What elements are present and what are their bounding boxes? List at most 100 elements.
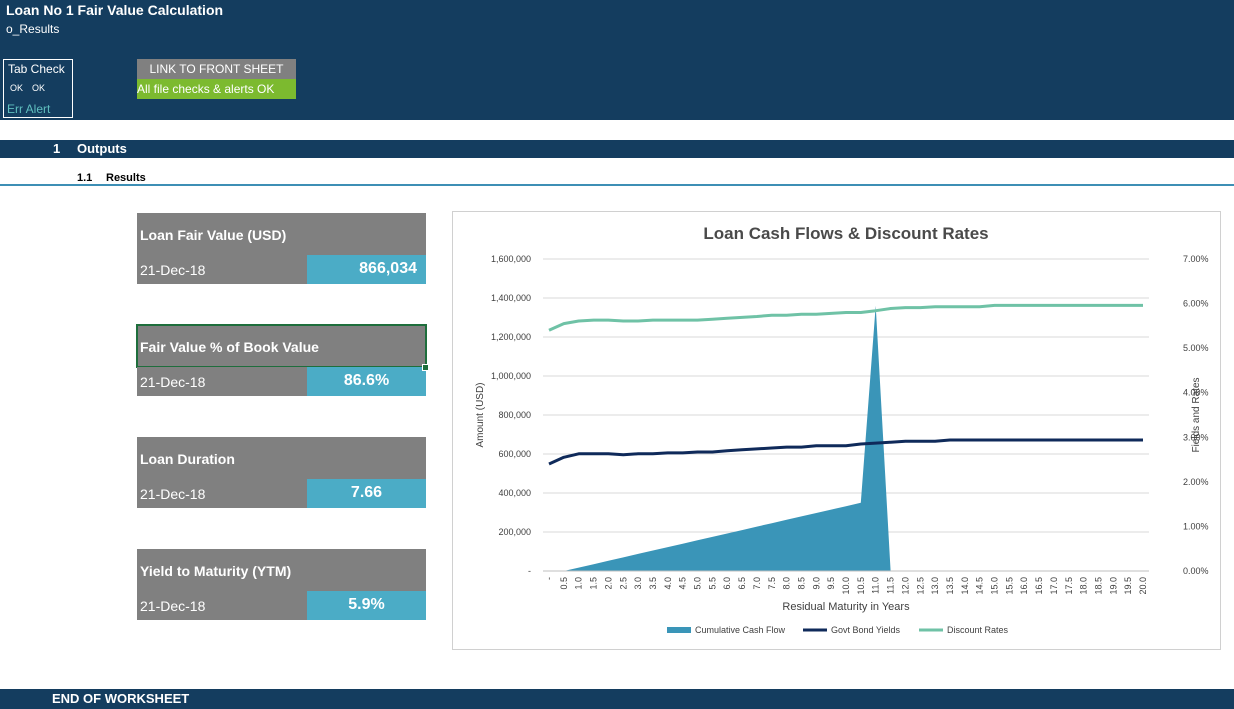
x-tick-label: 9.5 <box>826 577 836 590</box>
x-tick-label: 5.5 <box>707 577 717 590</box>
y-right-tick-label: 0.00% <box>1183 566 1209 576</box>
section-bar: 1 Outputs <box>0 140 1234 158</box>
card-title[interactable]: Loan Fair Value (USD) <box>137 213 426 255</box>
x-tick-label: 4.5 <box>678 577 688 590</box>
x-tick-label: 14.5 <box>975 577 985 595</box>
sheet-title: Loan No 1 Fair Value Calculation <box>6 2 224 18</box>
y-left-tick-label: 1,400,000 <box>491 293 531 303</box>
card-date[interactable]: 21-Dec-18 <box>137 367 307 396</box>
card-value[interactable]: 86.6% <box>307 367 426 396</box>
card-date[interactable]: 21-Dec-18 <box>137 591 307 620</box>
section-title: Outputs <box>77 141 127 156</box>
legend-label: Govt Bond Yields <box>831 625 901 635</box>
x-tick-label: 7.0 <box>752 577 762 590</box>
y-right-tick-label: 4.00% <box>1183 388 1209 398</box>
series-cumulative-cash-flow <box>549 305 891 571</box>
x-tick-label: 17.0 <box>1049 577 1059 595</box>
x-tick-label: 7.5 <box>767 577 777 590</box>
x-tick-label: 8.0 <box>782 577 792 590</box>
x-tick-label: 10.5 <box>856 577 866 595</box>
x-tick-label: 13.5 <box>945 577 955 595</box>
x-tick-label: 18.0 <box>1079 577 1089 595</box>
card-fair-value-pct: Fair Value % of Book Value 21-Dec-18 86.… <box>136 324 427 396</box>
y-right-tick-label: 2.00% <box>1183 477 1209 487</box>
y-right-axis-label: Fields and Rates <box>1191 377 1202 452</box>
x-tick-label: 13.0 <box>930 577 940 595</box>
x-tick-label: 4.0 <box>663 577 673 590</box>
x-tick-label: 20.0 <box>1138 577 1148 595</box>
section-number: 1 <box>53 141 61 156</box>
card-value[interactable]: 5.9% <box>307 591 426 620</box>
err-alert-label: Err Alert <box>7 102 51 116</box>
footer-band: END OF WORKSHEET <box>0 689 1234 709</box>
y-left-tick-label: 1,200,000 <box>491 332 531 342</box>
x-tick-label: 1.5 <box>589 577 599 590</box>
y-right-tick-label: 5.00% <box>1183 343 1209 353</box>
card-value[interactable]: 7.66 <box>307 479 426 508</box>
x-tick-label: 3.5 <box>648 577 658 590</box>
x-tick-label: - <box>544 577 554 580</box>
y-right-tick-label: 3.00% <box>1183 432 1209 442</box>
subsection-number: 1.1 <box>77 172 93 184</box>
y-right-tick-label: 7.00% <box>1183 254 1209 264</box>
x-tick-label: 15.0 <box>990 577 1000 595</box>
link-to-front-sheet-button[interactable]: LINK TO FRONT SHEET <box>137 59 296 79</box>
x-tick-label: 2.5 <box>618 577 628 590</box>
y-left-axis-label: Amount (USD) <box>475 382 486 447</box>
x-tick-label: 17.5 <box>1064 577 1074 595</box>
chart-title: Loan Cash Flows & Discount Rates <box>703 224 988 243</box>
sheet-subtitle: o_Results <box>6 22 60 36</box>
x-tick-label: 14.0 <box>960 577 970 595</box>
legend-swatch <box>667 627 691 633</box>
x-tick-label: 18.5 <box>1093 577 1103 595</box>
card-date[interactable]: 21-Dec-18 <box>137 255 307 284</box>
subsection-title: Results <box>106 172 146 184</box>
file-check-status: All file checks & alerts OK <box>137 79 296 99</box>
card-title[interactable]: Fair Value % of Book Value <box>136 324 427 368</box>
x-tick-label: 8.5 <box>796 577 806 590</box>
x-tick-label: 16.5 <box>1034 577 1044 595</box>
y-left-tick-label: - <box>528 566 531 576</box>
x-tick-label: 19.5 <box>1123 577 1133 595</box>
subsection-divider <box>0 184 1234 186</box>
series-govt-bond-yields <box>548 438 1143 466</box>
x-tick-label: 6.0 <box>722 577 732 590</box>
header-band: Loan No 1 Fair Value Calculation o_Resul… <box>0 0 1234 120</box>
x-tick-label: 2.0 <box>603 577 613 590</box>
x-tick-label: 11.0 <box>871 577 881 594</box>
legend-label: Cumulative Cash Flow <box>695 625 786 635</box>
y-left-tick-label: 800,000 <box>498 410 531 420</box>
x-tick-label: 0.5 <box>559 577 569 590</box>
card-ytm: Yield to Maturity (YTM) 21-Dec-18 5.9% <box>137 549 426 620</box>
x-tick-label: 19.0 <box>1108 577 1118 595</box>
y-right-tick-label: 1.00% <box>1183 521 1209 531</box>
selection-fill-handle[interactable] <box>422 364 429 371</box>
x-tick-label: 12.0 <box>900 577 910 595</box>
cash-flow-chart[interactable]: Loan Cash Flows & Discount Rates - 200,000… <box>452 211 1221 650</box>
y-right-tick-label: 6.00% <box>1183 299 1209 309</box>
y-left-tick-label: 1,000,000 <box>491 371 531 381</box>
card-value[interactable]: 866,034 <box>307 255 426 284</box>
card-date[interactable]: 21-Dec-18 <box>137 479 307 508</box>
x-axis-label: Residual Maturity in Years <box>782 601 910 613</box>
card-title[interactable]: Yield to Maturity (YTM) <box>137 549 426 591</box>
tab-check-box: Tab Check OK OK Err Alert <box>3 59 73 118</box>
x-tick-label: 11.5 <box>886 577 896 594</box>
y-left-tick-label: 600,000 <box>498 449 531 459</box>
x-tick-label: 6.5 <box>737 577 747 590</box>
x-tick-label: 15.5 <box>1004 577 1014 595</box>
x-tick-label: 16.0 <box>1019 577 1029 595</box>
x-tick-label: 3.0 <box>633 577 643 590</box>
card-loan-duration: Loan Duration 21-Dec-18 7.66 <box>137 437 426 508</box>
tab-check-ok-2: OK <box>32 83 46 93</box>
y-left-tick-label: 200,000 <box>498 527 531 537</box>
y-left-tick-label: 1,600,000 <box>491 254 531 264</box>
legend-label: Discount Rates <box>947 625 1009 635</box>
end-of-worksheet-label: END OF WORKSHEET <box>52 691 190 706</box>
card-title[interactable]: Loan Duration <box>137 437 426 479</box>
x-tick-label: 1.0 <box>574 577 584 590</box>
tab-check-title: Tab Check <box>8 62 65 76</box>
x-tick-label: 9.0 <box>811 577 821 590</box>
x-tick-label: 10.0 <box>841 577 851 595</box>
y-left-tick-label: 400,000 <box>498 488 531 498</box>
